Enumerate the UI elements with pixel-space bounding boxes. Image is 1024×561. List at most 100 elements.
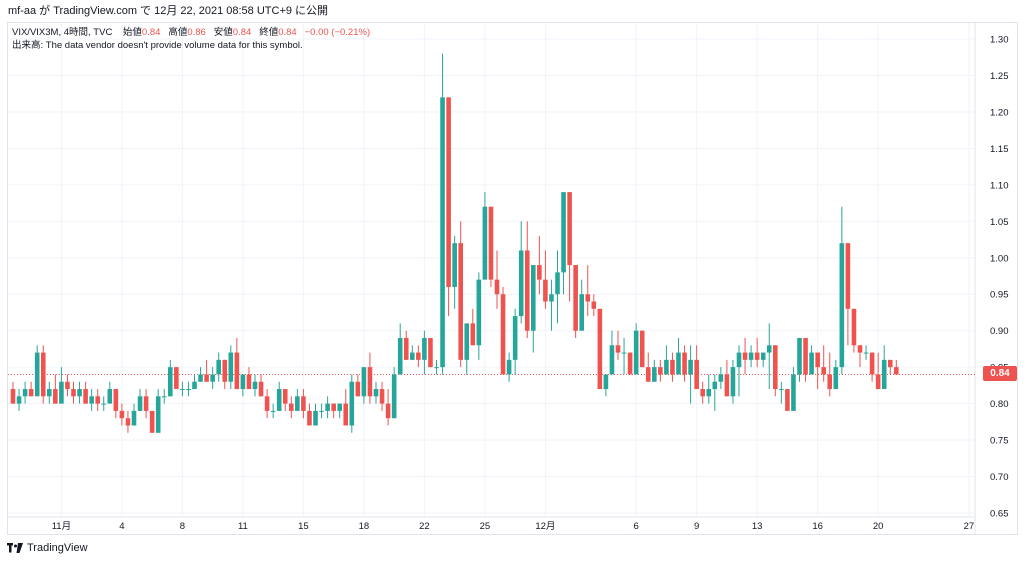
candle-body (168, 367, 173, 397)
candle-body (331, 403, 336, 411)
candle-body (186, 389, 191, 391)
candle-body (742, 352, 748, 360)
candle-body (549, 294, 554, 302)
candle-body (83, 389, 88, 404)
candle-body (754, 352, 760, 360)
candle-body (192, 381, 197, 390)
y-tick-label: 1.05 (990, 217, 1009, 228)
candle-body (833, 367, 839, 390)
candle-body (730, 367, 736, 397)
last-price-tag: 0.84 (983, 366, 1017, 381)
candle-body (355, 381, 361, 397)
candle-body (621, 352, 627, 354)
x-tick-label: 6 (634, 521, 639, 532)
candle-body (379, 389, 385, 404)
candle-body (337, 403, 342, 411)
candle-body (313, 410, 318, 426)
candle-body (658, 367, 663, 375)
candle-body (869, 352, 875, 375)
chart-legend: VIX/VIX3M, 4時間, TVC 始値0.84 高値0.86 安値0.84… (12, 26, 370, 52)
tradingview-logo[interactable]: TradingView (7, 540, 88, 556)
candle-body (682, 352, 687, 375)
candle-body (252, 381, 258, 390)
candle-body (694, 359, 699, 390)
candle-body (180, 389, 185, 391)
candle-body (59, 381, 64, 404)
candle-body (65, 381, 70, 390)
candle-body (131, 410, 137, 426)
candle-body (670, 359, 675, 375)
candle-body (289, 403, 294, 411)
candle-body (851, 308, 857, 346)
candle-body (440, 97, 445, 368)
candle-body (198, 374, 203, 382)
candle-body (137, 396, 143, 411)
candle-body (482, 206, 488, 280)
candle-body (845, 243, 851, 309)
close-label: 終値 (259, 27, 279, 38)
candle-body (222, 359, 228, 382)
candle-body (827, 374, 833, 390)
candle-body (174, 367, 179, 390)
candle-body (821, 367, 826, 375)
candle-body (301, 396, 306, 411)
candle-body (349, 381, 355, 426)
candle-body (276, 389, 282, 411)
candle-body (706, 389, 712, 397)
candle-body (464, 323, 470, 360)
candle-body (422, 337, 427, 360)
candle-body (573, 265, 578, 331)
candle-body (524, 250, 530, 331)
y-tick-label: 1.30 (990, 35, 1009, 46)
y-tick-label: 0.75 (990, 436, 1009, 447)
candle-body (40, 352, 46, 397)
candle-body (434, 367, 439, 369)
candle-body (34, 352, 40, 397)
candle-body (488, 206, 494, 280)
symbol-label: VIX/VIX3M, 4時間, TVC (12, 27, 113, 38)
candle-body (748, 352, 754, 360)
high-label: 高値 (168, 27, 188, 38)
y-tick-label: 0.70 (990, 472, 1009, 483)
candle-body (410, 352, 415, 360)
y-tick-label: 1.00 (990, 253, 1009, 264)
change-value: −0.00 (−0.21%) (304, 27, 371, 38)
x-tick-label: 12月 (535, 521, 555, 532)
candle-body (264, 396, 270, 411)
candle-body (155, 396, 161, 433)
candle-body (512, 316, 518, 360)
high-value: 0.86 (187, 27, 206, 38)
candle-body (863, 352, 869, 354)
candle-body (228, 352, 234, 382)
candle-body (143, 396, 149, 411)
candle-body (319, 410, 324, 412)
candle-body (857, 345, 863, 353)
y-tick-label: 0.95 (990, 290, 1009, 301)
candle-body (809, 352, 814, 375)
candle-body (494, 279, 500, 295)
ohlc-row: VIX/VIX3M, 4時間, TVC 始値0.84 高値0.86 安値0.84… (12, 26, 370, 39)
candle-body (307, 410, 312, 426)
candle-body (161, 396, 167, 398)
candle-body (28, 389, 34, 397)
candle-body (773, 345, 778, 390)
candle-body (16, 396, 22, 404)
candle-body (397, 337, 403, 375)
candle-body (531, 265, 536, 331)
candle-body (645, 367, 651, 382)
tradingview-logo-text: TradingView (27, 542, 88, 554)
candle-body (258, 381, 264, 397)
candle-body (724, 374, 730, 397)
candle-body (10, 389, 16, 404)
candle-body (537, 265, 542, 280)
tradingview-logo-icon (7, 543, 23, 553)
volume-note: 出来高: The data vendor doesn't provide vol… (12, 40, 303, 51)
candle-body (700, 389, 705, 397)
publish-text: mf-aa が TradingView.com で 12月 22, 2021 0… (8, 5, 329, 17)
candle-body (506, 359, 512, 375)
close-value: 0.84 (278, 27, 297, 38)
x-tick-label: 20 (873, 521, 884, 532)
candle-body (518, 250, 524, 317)
x-tick-label: 16 (812, 521, 823, 532)
